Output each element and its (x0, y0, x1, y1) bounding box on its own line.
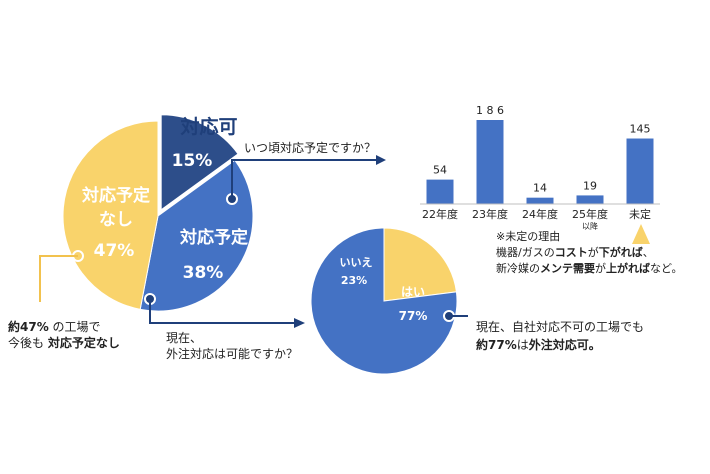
reason-2a: 新冷媒の (496, 261, 540, 275)
bar-0 (426, 179, 454, 204)
reason-2b: メンテ需要 (540, 262, 595, 275)
note-right-ha: は (517, 338, 529, 352)
pie1-label-nashi-2: なし (99, 210, 133, 230)
pie2-labels: いいえ 23% はい 77% (340, 256, 428, 323)
arrow-head-q1 (376, 155, 386, 165)
arrow-head-q2 (294, 318, 305, 328)
pie1-pct-nashi: 47% (94, 241, 135, 261)
pie1-slice-1 (139, 159, 254, 312)
main-pie-chart (62, 114, 254, 312)
reason-line2: 新冷媒のメンテ需要が上がればなど。 (496, 261, 682, 275)
bar-value-label-3: 19 (583, 179, 597, 192)
reason-1b: コスト (555, 246, 588, 259)
reason-2d: 上がれば (606, 261, 650, 275)
pie1-slice-2 (62, 120, 159, 310)
bar-4 (626, 138, 654, 204)
pie1-label-kanou: 対応可 (179, 115, 237, 138)
pie1-label-nashi-1: 対応予定 (81, 185, 150, 206)
outsource-pie-chart (310, 227, 458, 375)
bar-value-label-2: 14 (533, 182, 547, 195)
note-right-line1: 現在、自社対応不可の工場でも (476, 319, 644, 334)
note-right-line2: 約77%は外注対応可。 (476, 337, 601, 352)
reason-2c: が (595, 261, 606, 275)
note-right-pct: 約77% (476, 337, 517, 352)
note-left-text1: の工場で (49, 320, 101, 334)
pie2-slice-1 (310, 227, 458, 375)
note-left-emph: 対応予定なし (47, 335, 120, 350)
reason-title: ※未定の理由 (496, 229, 560, 243)
note-left-line2: 今後も 対応予定なし (8, 335, 120, 350)
bar-value-label-4: 145 (630, 123, 651, 136)
pie1-pct-kanou: 15% (172, 151, 213, 171)
bar-category-label-2: 24年度 (522, 207, 558, 221)
pie1-labels: 対応可 15% 対応予定 38% 対応予定 なし 47% (81, 115, 248, 283)
reason-1e: 、 (643, 246, 654, 259)
bar-value-label-0: 54 (433, 164, 447, 177)
pie2-pct-yes: 77% (399, 309, 428, 323)
connector-line-kanou (231, 159, 378, 199)
pie2-label-no: いいえ (340, 256, 373, 269)
reason-1d: 下がれば (599, 245, 643, 259)
bar-category-label-4: 未定 (629, 207, 651, 221)
triangle-pointer (632, 224, 650, 244)
pie2-pct-no: 23% (341, 274, 367, 287)
bar-value-label-1: 1 8 6 (476, 104, 504, 117)
pie1-slice-0 (160, 114, 239, 211)
note-left-text2: 今後も (8, 335, 48, 350)
pie1-connectors (39, 155, 386, 328)
bar-2 (526, 197, 554, 204)
pie1-label-yotei: 対応予定 (179, 227, 248, 248)
question-outsource-line2: 外注対応は可能ですか？ (166, 346, 298, 361)
bar-1 (476, 120, 504, 204)
pie1-pct-yotei: 38% (183, 263, 224, 283)
connector-line-yotei (149, 299, 295, 324)
question-when: いつ頃対応予定ですか？ (244, 140, 376, 155)
reason-line1: 機器/ガスのコストが下がれば、 (496, 245, 654, 259)
question-outsource-line1: 現在、 (166, 331, 202, 345)
reason-2e: など。 (650, 262, 682, 275)
reason-1a: 機器/ガスの (496, 245, 555, 259)
pie2-label-yes: はい (401, 285, 425, 299)
bar-category-label-1: 23年度 (472, 207, 508, 221)
note-right-emph: 外注対応可。 (529, 337, 601, 352)
bar-category-label-0: 22年度 (422, 207, 458, 221)
bar-category-label-3: 25年度 (572, 207, 608, 221)
reason-1c: が (588, 245, 599, 259)
bar-3 (576, 195, 604, 204)
note-left-pct: 約47% (8, 319, 49, 334)
bar-category-sublabel-3: 以降 (582, 221, 598, 231)
pie2-slice-0 (383, 227, 457, 302)
note-left-line1: 約47% の工場で (8, 319, 101, 334)
connector-line-nashi (39, 255, 78, 302)
